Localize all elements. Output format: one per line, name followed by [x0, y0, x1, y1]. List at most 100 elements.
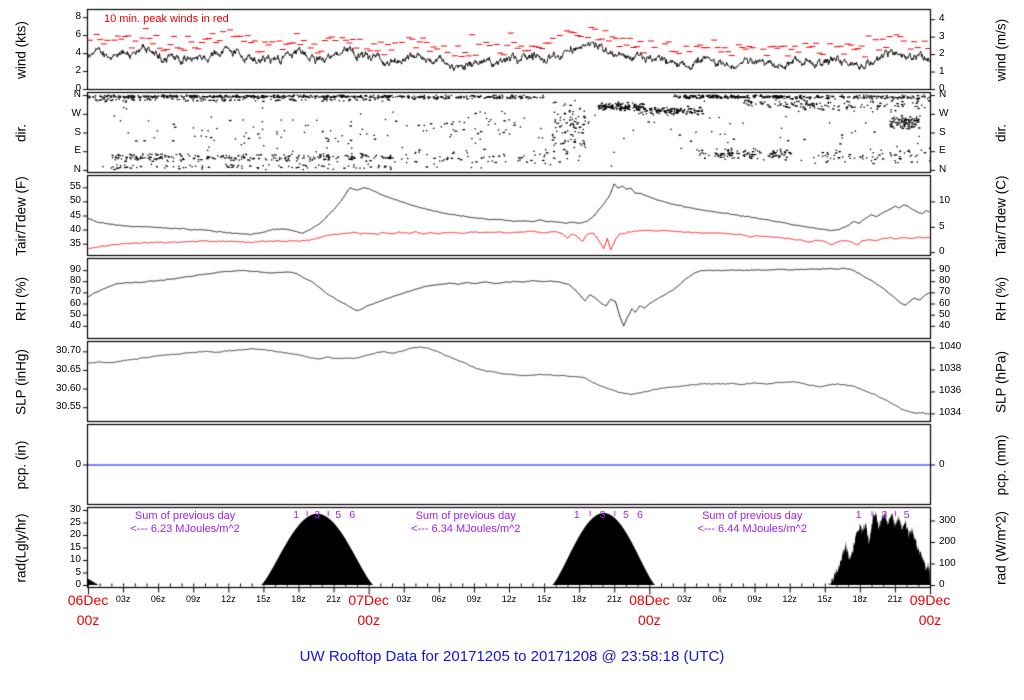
slp-right-tick-label: 1038: [939, 363, 962, 375]
x-tick-label: 12z: [782, 594, 797, 604]
temp-right-axis-label: Tair/Tdew (C): [993, 174, 1009, 257]
slp-left-tick-label: 30.65: [55, 363, 81, 375]
temp-right-tick-label: 10: [939, 195, 951, 207]
rad-cumulative-mark: 3: [599, 509, 606, 521]
wind-left-tick-label: 8: [75, 11, 81, 23]
dir-right-tick-label: S: [939, 126, 946, 138]
pcp-right-tick-label: 0: [939, 458, 945, 470]
rad-cumulative-mark: 5: [903, 509, 910, 521]
rad-left-tick-label: 30: [69, 504, 81, 515]
slp-right-tick-label: 1036: [939, 385, 962, 397]
x-tick-label: 15z: [256, 594, 271, 604]
rh-right-tick-label: 40: [939, 319, 951, 331]
rad-cumulative-mark: 1: [855, 509, 862, 521]
temp-left-axis-label: Tair/Tdew (F): [13, 175, 29, 256]
pcp-right-axis-label: pcp. (mm): [993, 434, 1009, 495]
wind-left-tick-label: 2: [75, 65, 81, 77]
rh-left-tick-label: 40: [69, 319, 81, 331]
x-major-date-label: 06Dec: [67, 592, 109, 608]
figure-title: UW Rooftop Data for 20171205 to 20171208…: [299, 648, 725, 665]
x-tick-label: 06z: [431, 594, 447, 604]
x-tick-label: 18z: [571, 594, 587, 604]
rad-left-tick-label: 25: [69, 516, 81, 528]
slp-left-tick-label: 30.70: [55, 345, 81, 357]
temp-left-tick-label: 35: [69, 237, 81, 249]
wind-right-tick-label: 0: [939, 83, 945, 94]
slp-right-tick-label: 1034: [939, 407, 962, 419]
wind-right-tick-label: 3: [939, 30, 945, 42]
rad-cumulative-mark: 6: [637, 509, 643, 521]
wind-right-tick-label: 4: [939, 13, 945, 25]
dir-right-axis-label: dir.: [993, 123, 1009, 142]
x-tick-label: 09z: [466, 594, 482, 604]
rad-cumulative-mark: 5: [335, 509, 342, 521]
rad-cumulative-mark: 5: [623, 509, 629, 521]
dir-left-tick-label: N: [73, 163, 81, 175]
rad-left-tick-label: 5: [75, 566, 81, 578]
x-tick-label: 15z: [536, 594, 552, 604]
dir-right-tick-label: E: [939, 145, 946, 157]
dir-right-tick-label: W: [939, 107, 949, 119]
rad-left-tick-label: 10: [69, 554, 81, 565]
dir-left-axis-label: dir.: [13, 123, 29, 142]
rh-left-axis-label: RH (%): [13, 276, 29, 321]
rh-right-tick-label: 80: [939, 275, 951, 287]
dir-left-tick-label: W: [71, 107, 81, 119]
rad-left-tick-label: 0: [75, 579, 81, 590]
wind-right-axis-label: wind (m/s): [993, 18, 1009, 81]
rad-right-tick-label: 100: [939, 557, 956, 569]
rh-right-tick-label: 50: [939, 308, 951, 320]
wind-right-tick-label: 1: [939, 65, 945, 77]
rad-right-tick-label: 0: [939, 579, 945, 590]
temp-right-tick-label: 5: [939, 220, 945, 232]
rh-right-tick-label: 60: [939, 297, 951, 309]
x-tick-label: 18z: [291, 594, 306, 604]
rh-left-tick-label: 60: [69, 297, 81, 309]
rad-sum-annotation: Sum of previous day <--- 6.23 MJoules/m^2: [130, 510, 240, 535]
x-tick-label: 03z: [677, 594, 692, 604]
rad-left-axis-label: rad(Lgly/hr): [13, 512, 29, 583]
x-major-hour-label: 00z: [76, 612, 100, 628]
rad-cumulative-mark: 1: [293, 509, 300, 521]
peak-winds-note: 10 min. peak winds in red: [104, 13, 229, 25]
slp-left-tick-label: 30.60: [55, 382, 81, 394]
x-major-date-label: 07Dec: [348, 592, 389, 608]
x-major-date-label: 08Dec: [629, 592, 670, 608]
rad-cumulative-mark: 3: [881, 509, 888, 521]
temp-left-tick-label: 50: [69, 195, 81, 207]
x-tick-label: 12z: [221, 594, 236, 604]
x-tick-label: 06z: [150, 594, 166, 604]
slp-right-tick-label: 1040: [939, 341, 962, 353]
rad-right-axis-label: rad (W/m^2): [993, 510, 1009, 585]
rh-left-tick-label: 90: [69, 264, 81, 276]
rad-right-tick-label: 200: [939, 536, 956, 547]
rh-right-tick-label: 70: [939, 286, 951, 298]
rad-cumulative-mark: 3: [314, 509, 321, 521]
dir-left-tick-label: S: [74, 126, 81, 138]
temp-left-tick-label: 40: [69, 223, 81, 235]
dir-left-tick-label: E: [74, 145, 81, 157]
rh-left-tick-label: 70: [69, 286, 81, 298]
rad-sum-annotation: Sum of previous day <--- 6.34 MJoules/m^2: [411, 510, 521, 535]
x-major-date-label: 09Dec: [909, 592, 951, 608]
x-tick-label: 03z: [115, 594, 131, 604]
wind-left-tick-label: 6: [75, 29, 81, 41]
rh-right-tick-label: 90: [939, 264, 951, 276]
x-major-hour-label: 00z: [638, 612, 661, 628]
rad-left-tick-label: 20: [69, 529, 81, 540]
x-tick-label: 21z: [326, 594, 341, 604]
slp-left-tick-label: 30.55: [55, 401, 81, 413]
dir-right-tick-label: N: [939, 89, 947, 101]
x-major-hour-label: 00z: [918, 612, 942, 628]
rh-left-tick-label: 80: [69, 275, 81, 287]
rh-right-axis-label: RH (%): [993, 276, 1009, 321]
x-tick-label: 21z: [887, 594, 903, 604]
wind-left-axis-label: wind (kts): [13, 20, 29, 79]
slp-left-axis-label: SLP (inHg): [13, 348, 29, 415]
x-tick-label: 06z: [712, 594, 727, 604]
rad-sum-annotation: Sum of previous day <--- 6.44 MJoules/m^2: [697, 510, 807, 535]
temp-left-tick-label: 55: [69, 181, 81, 193]
dir-right-tick-label: N: [939, 163, 947, 175]
